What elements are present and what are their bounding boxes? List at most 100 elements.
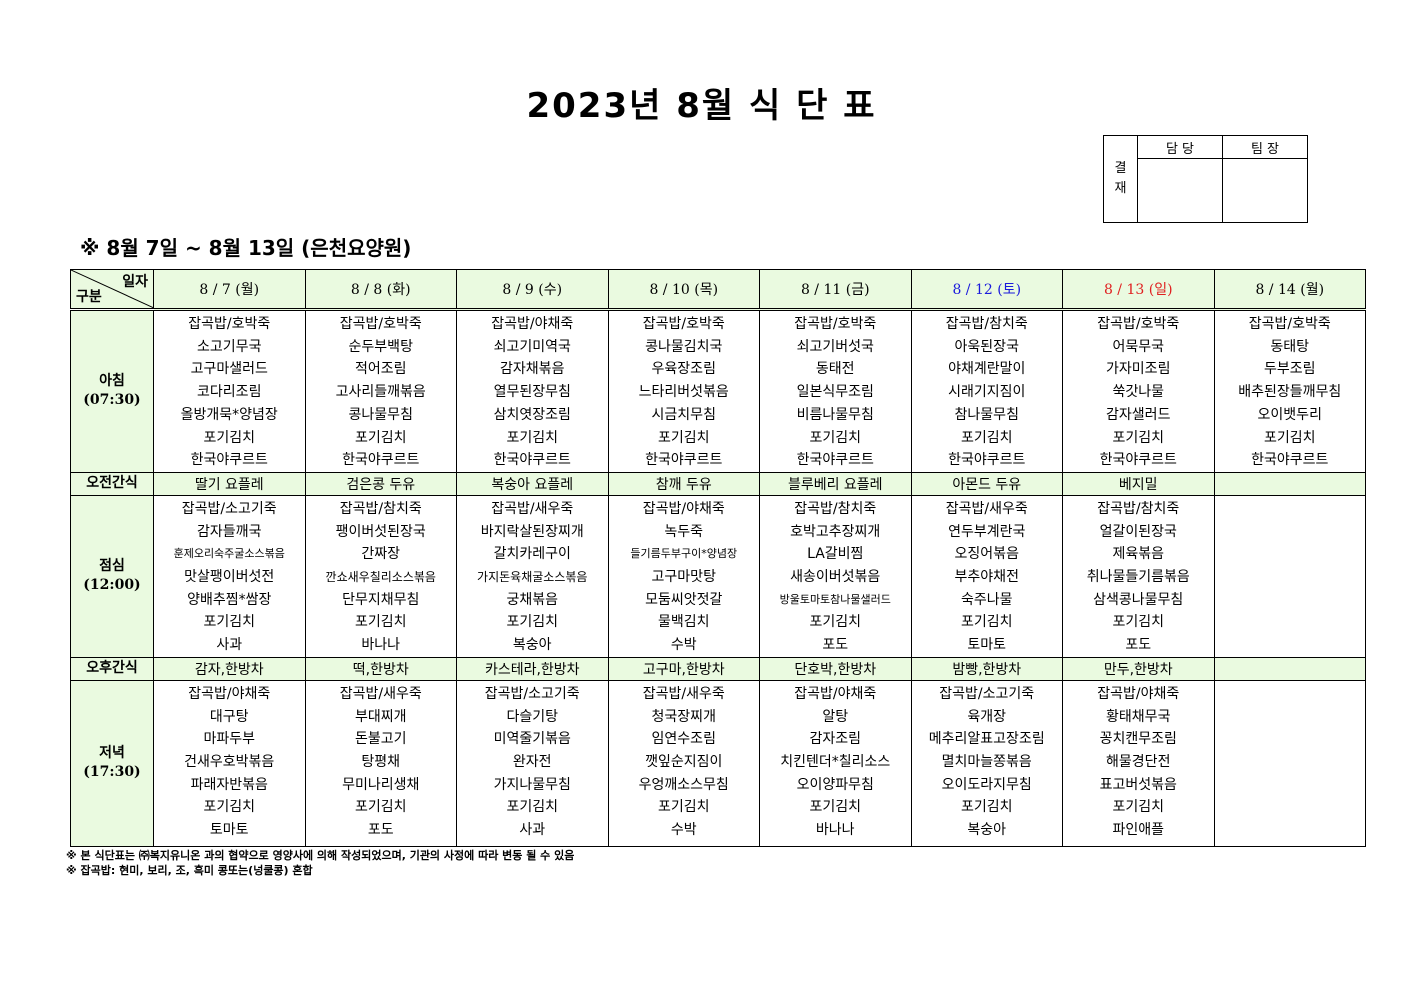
menu-item: 바나나: [815, 822, 855, 839]
note-line: ※ 잡곡밥: 현미, 보리, 조, 흑미 콩또는(넝쿨콩) 혼합: [66, 864, 313, 877]
menu-item: 오이도라지무침: [941, 776, 1032, 793]
menu-item: 한국야쿠르트: [342, 452, 420, 469]
snack-cell: 떡,한방차: [304, 656, 457, 681]
menu-item: 잡곡밥/소고기죽: [181, 500, 277, 517]
menu-item: 포기김치: [203, 799, 256, 816]
week-subtitle: ※ 8월 7일 ~ 8월 13일 (은천요양원): [80, 236, 412, 260]
menu-item: 포도: [1125, 637, 1152, 654]
menu-item: 알탕: [822, 708, 849, 725]
menu-item: 황태채무국: [1106, 708, 1171, 725]
menu-cell: [1213, 679, 1366, 847]
menu-item: 모둠씨앗젓갈: [645, 591, 723, 608]
menu-item: LA갈비찜: [807, 546, 864, 563]
menu-item: 복숭아: [967, 822, 1007, 839]
menu-item: 한국야쿠르트: [493, 452, 571, 469]
menu-item: 포기김치: [960, 614, 1013, 631]
menu-item: 깻잎순지짐이: [645, 753, 723, 770]
menu-item: 완자전: [512, 753, 552, 770]
menu-item: 맛살팽이버섯전: [184, 569, 275, 586]
menu-cell: 잡곡밥/야채죽 쇠고기미역국 감자채볶음 열무된장무침 삼치엿장조림 포기김치 한국야쿠르트: [456, 309, 609, 473]
menu-cell: 잡곡밥/야채죽 녹두죽 들기름두부구이*양념장 고구마맛탕 모둠씨앗젓갈 물백김치 수박: [607, 494, 760, 658]
row-label: 저녁 (17:30): [70, 679, 154, 847]
menu-item: 고사리들깨볶음: [335, 384, 426, 401]
snack-cell: 베지밀: [1062, 471, 1215, 496]
row-pm-snack: 오후간식 감자,한방차 떡,한방차 카스테라,한방차 고구마,한방차 단호박,한방차 밤빵,…: [70, 656, 1366, 681]
meal-time: (07:30): [83, 392, 141, 409]
menu-item: 잡곡밥/새우죽: [945, 500, 1028, 517]
menu-item: 소고기무국: [197, 338, 262, 355]
menu-item: 포기김치: [506, 799, 559, 816]
menu-item: 적어조림: [354, 361, 407, 378]
menu-item: 쑥갓나물: [1112, 384, 1165, 401]
menu-item: 한국야쿠르트: [1251, 452, 1329, 469]
menu-item: 잡곡밥/호박죽: [794, 316, 877, 332]
menu-item: 한국야쿠르트: [796, 452, 874, 469]
menu-item: 수박: [670, 637, 697, 654]
menu-item: 삼색콩나물무침: [1093, 591, 1184, 608]
snack-cell: 단호박,한방차: [759, 656, 912, 681]
menu-item: 잡곡밥/새우죽: [642, 685, 725, 702]
meal-name: 아침: [99, 373, 125, 390]
notes: ※ 본 식단표는 ㈜복지유니온 과의 협약으로 영양사에 의해 작성되었으며, …: [66, 848, 574, 878]
menu-cell: 잡곡밥/새우죽 바지락살된장찌개 갈치카레구이 가지돈육채굴소스볶음 궁채볶음 포기김치 복…: [456, 494, 609, 658]
menu-cell: 잡곡밥/새우죽 부대찌개 돈불고기 탕평채 무미나리생채 포기김치 포도: [304, 679, 457, 847]
date-header: 8 / 9 (수): [456, 269, 609, 311]
corner-category-label: 구분: [76, 289, 102, 305]
menu-cell: 잡곡밥/참치죽 호박고추장찌개 LA갈비찜 새송이버섯볶음 방울토마토참나물샐러드 포기김…: [759, 494, 912, 658]
menu-item: 방울토마토참나물샐러드: [779, 592, 891, 606]
menu-item: 시래기지짐이: [948, 384, 1026, 401]
snack-cell: [1213, 656, 1366, 681]
menu-item: 숙주나물: [960, 591, 1013, 608]
menu-item: 한국야쿠르트: [948, 452, 1026, 469]
menu-item: 시금치무침: [651, 406, 716, 423]
menu-item: 잡곡밥/소고기죽: [939, 685, 1035, 702]
menu-item: 코다리조림: [197, 384, 262, 401]
menu-item: 메추리알표고장조림: [928, 731, 1045, 748]
menu-item: 새송이버섯볶음: [790, 569, 881, 586]
menu-item: 들기름두부구이*양념장: [630, 547, 738, 561]
menu-item: 호박고추장찌개: [790, 523, 881, 540]
approval-col-team-lead: 팀 장: [1222, 134, 1308, 160]
menu-item: 잡곡밥/야채죽: [794, 685, 877, 702]
menu-item: 쇠고기버섯국: [796, 338, 874, 355]
menu-item: 잡곡밥/호박죽: [1097, 316, 1180, 332]
row-label: 오후간식: [70, 656, 154, 681]
menu-item: 청국장찌개: [651, 708, 716, 725]
snack-cell: [1213, 471, 1366, 496]
menu-item: 잡곡밥/호박죽: [1248, 316, 1331, 332]
menu-item: 잡곡밥/새우죽: [491, 500, 574, 517]
menu-cell: 잡곡밥/호박죽 동태탕 두부조림 배추된장들깨무침 오이뱃두리 포기김치 한국야쿠르트: [1213, 309, 1366, 473]
meal-name: 오전간식: [86, 475, 138, 492]
menu-item: 멸치마늘쫑볶음: [941, 753, 1032, 770]
menu-item: 토마토: [967, 637, 1007, 654]
menu-item: 우엉깨소스무침: [638, 776, 729, 793]
menu-item: 훈제오리숙주굴소스볶음: [173, 547, 285, 561]
menu-cell: 잡곡밥/소고기죽 다슬기탕 미역줄기볶음 완자전 가지나물무침 포기김치 사과: [456, 679, 609, 847]
menu-item: 비름나물무침: [796, 406, 874, 423]
menu-item: 포기김치: [960, 429, 1013, 446]
snack-cell: 블루베리 요플레: [759, 471, 912, 496]
menu-cell: 잡곡밥/호박죽 쇠고기버섯국 동태전 일본식무조림 비름나물무침 포기김치 한국야쿠르트: [759, 309, 912, 473]
menu-item: 팽이버섯된장국: [335, 523, 426, 540]
menu-item: 포도: [822, 637, 849, 654]
menu-cell: 잡곡밥/새우죽 연두부계란국 오징어볶음 부추야채전 숙주나물 포기김치 토마토: [910, 494, 1063, 658]
menu-item: 잡곡밥/야채죽: [1097, 685, 1180, 702]
menu-item: 포기김치: [1112, 614, 1165, 631]
meal-time: (12:00): [83, 577, 141, 594]
approval-sign-manager: [1137, 158, 1223, 223]
menu-item: 파래자반볶음: [190, 776, 268, 793]
menu-item: 감자샐러드: [1106, 406, 1171, 423]
menu-cell: 잡곡밥/야채죽 알탕 감자조림 치킨텐더*칠리소스 오이양파무침 포기김치 바나나: [759, 679, 912, 847]
menu-item: 잡곡밥/야채죽: [188, 685, 271, 702]
snack-cell: 검은콩 두유: [304, 471, 457, 496]
menu-item: 우육장조림: [651, 361, 716, 378]
menu-item: 삼치엿장조림: [493, 406, 571, 423]
snack-cell: 고구마,한방차: [607, 656, 760, 681]
menu-item: 수박: [670, 822, 697, 839]
menu-item: 오이뱃두리: [1257, 406, 1322, 423]
menu-item: 동태전: [815, 361, 855, 378]
menu-item: 포기김치: [809, 614, 862, 631]
date-header: 8 / 8 (화): [304, 269, 457, 311]
menu-item: 오이양파무침: [796, 776, 874, 793]
menu-item: 포기김치: [960, 799, 1013, 816]
